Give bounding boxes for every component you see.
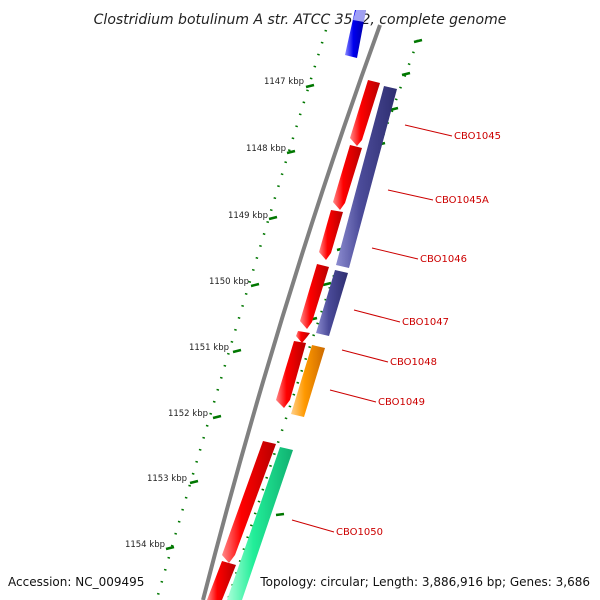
scale-label-1154: 1154 kbp <box>125 540 165 550</box>
topology-text: Topology: circular; Length: 3,886,916 bp… <box>259 575 590 589</box>
scale-label-1149: 1149 kbp <box>228 211 268 221</box>
cog-feature-orange[interactable] <box>291 345 325 417</box>
cds-feature-cbo1045a[interactable] <box>333 145 362 210</box>
cds-feature-cbo1049[interactable] <box>276 341 306 408</box>
accession-text: Accession: NC_009495 <box>8 575 144 589</box>
gene-label-cbo1048[interactable]: CBO1048 <box>390 357 437 368</box>
scale-major-ticks <box>165 83 315 551</box>
scale-label-1150: 1150 kbp <box>209 277 249 287</box>
gene-label-cbo1045a[interactable]: CBO1045A <box>435 195 489 206</box>
gene-label-cbo1047[interactable]: CBO1047 <box>402 317 449 328</box>
rna-feature[interactable] <box>345 10 366 58</box>
cds-feature-cbo1047[interactable] <box>300 264 329 329</box>
scale-label-1147: 1147 kbp <box>264 77 304 87</box>
gene-label-cbo1045[interactable]: CBO1045 <box>454 131 501 142</box>
genome-backbone <box>201 24 382 600</box>
cds-feature-next[interactable] <box>207 561 236 600</box>
label-leaders <box>291 124 453 533</box>
scale-label-1148: 1148 kbp <box>246 144 286 154</box>
cds-feature-cbo1045[interactable] <box>350 80 380 146</box>
rna-feature-fade <box>353 10 366 22</box>
cds-feature-cbo1050[interactable] <box>222 441 276 563</box>
map-title: Clostridium botulinum A str. ATCC 3502, … <box>94 12 507 28</box>
gene-label-cbo1050[interactable]: CBO1050 <box>336 527 383 538</box>
scale-label-1151: 1151 kbp <box>189 343 229 353</box>
cds-feature-cbo1048[interactable] <box>296 331 310 343</box>
scale-label-1153: 1153 kbp <box>147 474 187 484</box>
scale-label-1152: 1152 kbp <box>168 409 208 419</box>
cog-feature-teal[interactable] <box>227 447 293 600</box>
gene-label-cbo1046[interactable]: CBO1046 <box>420 254 467 265</box>
cog-feature-purple-1[interactable] <box>336 86 397 268</box>
gene-label-cbo1049[interactable]: CBO1049 <box>378 397 425 408</box>
cds-feature-cbo1046[interactable] <box>319 210 343 260</box>
cog-feature-purple-2[interactable] <box>316 270 348 336</box>
